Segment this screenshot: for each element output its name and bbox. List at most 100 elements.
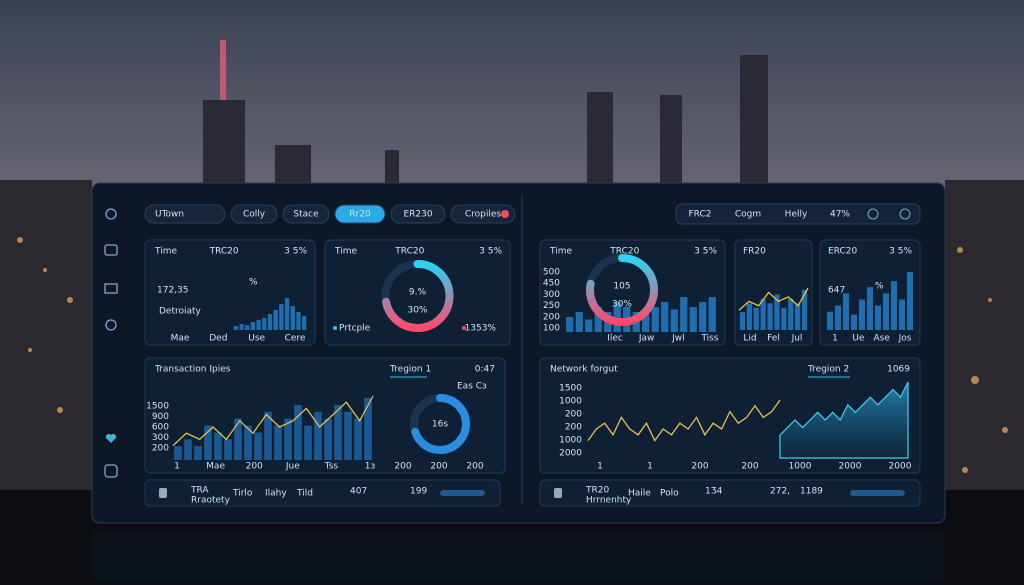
bar (304, 425, 312, 460)
tab[interactable] (390, 204, 446, 224)
tab-label[interactable]: Cogm (735, 210, 761, 220)
bar (279, 304, 284, 330)
bar (294, 404, 302, 460)
tab-label[interactable]: FRC2 (689, 210, 712, 220)
x-tick-label: Ded (209, 334, 227, 344)
x-tick-label: Tss (324, 462, 339, 472)
tab-label: Stace (293, 210, 319, 220)
bar (264, 411, 272, 460)
y-tick-label: 250 (543, 301, 560, 311)
footer-value: 407 (350, 487, 367, 497)
line (738, 287, 809, 311)
bar (801, 290, 808, 330)
bar (233, 326, 239, 330)
card-title: TRC20 (609, 247, 639, 257)
bar (214, 432, 222, 460)
tab[interactable] (282, 204, 330, 224)
tab[interactable] (450, 204, 516, 224)
x-tick-label: 200 (691, 462, 708, 472)
legend-label: Prtcple (339, 324, 371, 334)
bar (680, 297, 688, 332)
x-tick-label: 200 (466, 462, 483, 472)
x-tick-label: 1ɜ (365, 462, 376, 472)
bar (834, 305, 842, 330)
region-label: Tregion 1 (389, 365, 431, 375)
card (324, 239, 511, 346)
bar (699, 302, 707, 332)
x-tick-label: Jul (791, 334, 803, 344)
tab-label[interactable]: 47% (830, 210, 850, 220)
bar (613, 302, 621, 332)
x-tick-label: 2000 (839, 462, 862, 472)
x-tick-label: Jaw (638, 334, 655, 344)
legend-label: 1353% (465, 324, 497, 334)
y-tick-label: 1500 (559, 384, 582, 394)
chart-title: Transaction Ipies (154, 365, 231, 375)
bar (284, 418, 292, 460)
bar (224, 439, 232, 460)
footer-subtitle: Hrrnenhty (586, 496, 632, 506)
x-tick-label: Ue (852, 334, 865, 344)
y-tick-label: 300 (543, 290, 560, 300)
footer-subtitle: Rraotety (191, 496, 231, 506)
bar (874, 305, 882, 330)
bar (314, 411, 322, 460)
card (144, 479, 501, 507)
bar (661, 302, 669, 332)
bar (194, 446, 202, 460)
y-tick-label: 1000 (559, 436, 582, 446)
y-tick-label: 300 (152, 433, 169, 443)
tab-icon (899, 208, 911, 220)
footer-item: Polo (660, 489, 679, 499)
card (539, 479, 921, 507)
progress-bar[interactable] (440, 490, 485, 496)
bar (239, 324, 244, 330)
tab-bar (675, 203, 921, 225)
bar (204, 425, 212, 460)
bar (354, 418, 362, 460)
tab-label: ER230 (403, 210, 432, 220)
bar (244, 425, 252, 460)
tab-label: UTown (155, 210, 184, 220)
footer-icon (159, 488, 167, 498)
y-tick-label: 200 (565, 410, 582, 420)
gauge-arc (410, 394, 470, 454)
bar (670, 309, 678, 332)
tab-label[interactable]: Helly (785, 210, 808, 220)
y-tick-label: 500 (543, 268, 560, 278)
x-tick-label: 1000 (789, 462, 812, 472)
gauge-arc (381, 260, 454, 332)
bar (760, 298, 766, 330)
bar (850, 314, 858, 330)
y-tick-label: 600 (152, 423, 169, 433)
y-tick-label: 1000 (559, 397, 582, 407)
tab-label: Cropiles (465, 210, 502, 220)
reflection (92, 530, 945, 580)
card-label: Time (154, 247, 177, 257)
chart-title: Network forgut (550, 365, 618, 375)
bar (708, 297, 716, 332)
tab-label: Colly (243, 210, 266, 220)
bar (566, 317, 574, 332)
bar (334, 404, 342, 460)
x-tick-label: Fel (767, 334, 780, 344)
footer-value: 1189 (800, 487, 823, 497)
bar (866, 287, 874, 330)
tab[interactable] (230, 204, 278, 224)
y-tick-label: 200 (152, 444, 169, 454)
bar (890, 281, 898, 330)
tab[interactable] (334, 204, 386, 224)
tab[interactable] (144, 204, 226, 224)
bar (739, 312, 746, 330)
x-tick-label: 1 (597, 462, 603, 472)
bar (254, 432, 262, 460)
y-tick-label: 200 (565, 423, 582, 433)
progress-bar[interactable] (850, 490, 905, 496)
footer-value: 199 (410, 487, 427, 497)
bar (234, 418, 242, 460)
y-tick-label: 450 (543, 279, 560, 289)
footer-value: 272, (770, 487, 790, 497)
card-title: TRC20 (394, 247, 424, 257)
bar (184, 439, 192, 460)
